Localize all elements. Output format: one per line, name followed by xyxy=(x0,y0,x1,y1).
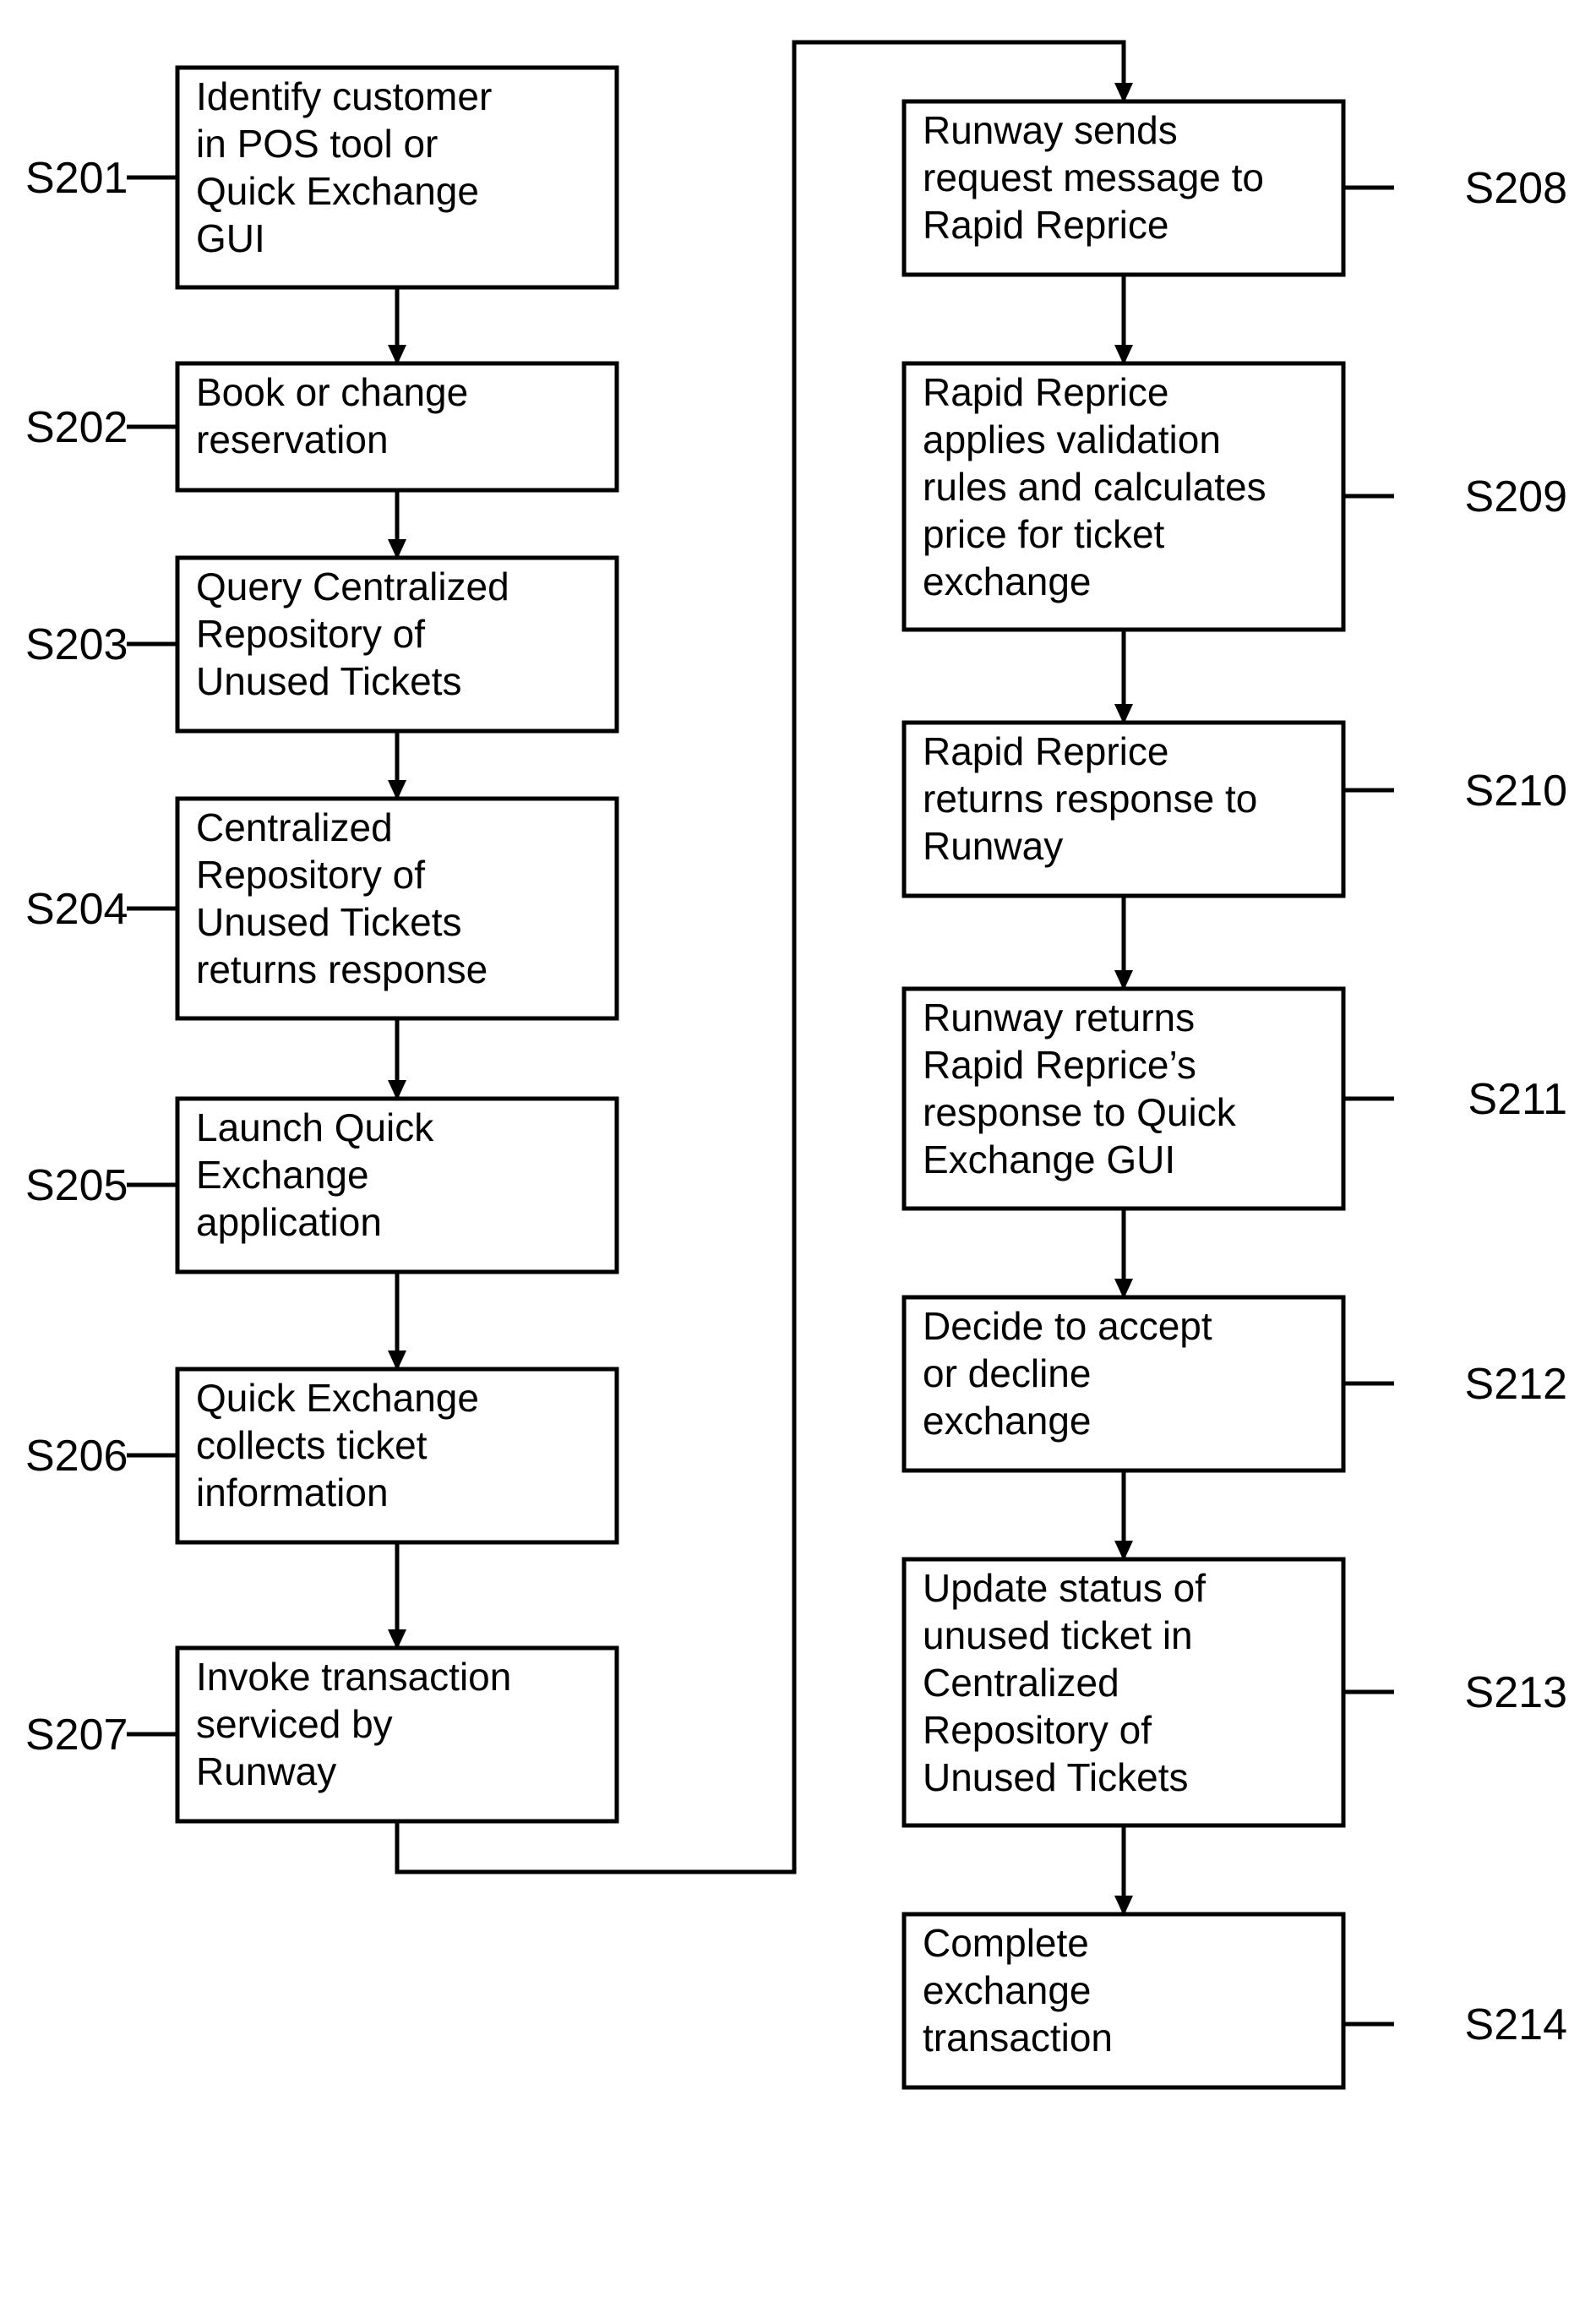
step-S201: Identify customerin POS tool orQuick Exc… xyxy=(25,68,617,287)
step-S205: Launch QuickExchangeapplication S205 xyxy=(25,1099,617,1272)
step-text-line: Unused Tickets xyxy=(923,1755,1188,1799)
step-S213: Update status ofunused ticket inCentrali… xyxy=(904,1559,1567,1825)
step-label: S208 xyxy=(1465,164,1567,213)
step-text-line: Invoke transaction xyxy=(196,1655,511,1699)
flowchart: Identify customerin POS tool orQuick Exc… xyxy=(0,0,1596,2319)
step-S210: Rapid Repricereturns response toRunway S2… xyxy=(904,723,1567,896)
step-S203: Query CentralizedRepository ofUnused Tic… xyxy=(25,558,617,731)
step-text-line: Identify customer xyxy=(196,74,492,118)
step-text-line: Exchange GUI xyxy=(923,1138,1175,1181)
step-text-line: Repository of xyxy=(923,1708,1152,1752)
step-text-line: transaction xyxy=(923,2016,1113,2060)
step-S204: CentralizedRepository ofUnused Ticketsre… xyxy=(25,799,617,1018)
step-text-line: Unused Tickets xyxy=(196,659,461,703)
step-S212: Decide to acceptor declineexchange S212 xyxy=(904,1297,1567,1471)
step-text-line: request message to xyxy=(923,156,1264,199)
step-text-line: Runway returns xyxy=(923,996,1195,1039)
step-label: S214 xyxy=(1465,2000,1567,2049)
step-text-line: Book or change xyxy=(196,370,468,414)
step-text-line: Runway sends xyxy=(923,108,1178,152)
step-S209: Rapid Repriceapplies validationrules and… xyxy=(904,363,1567,630)
step-S214: Completeexchangetransaction S214 xyxy=(904,1914,1567,2087)
step-label: S201 xyxy=(25,154,128,203)
step-text-line: Quick Exchange xyxy=(196,169,479,213)
step-text-line: Rapid Reprice’s xyxy=(923,1043,1196,1087)
step-text-line: applies validation xyxy=(923,417,1221,461)
step-text-line: response to Quick xyxy=(923,1090,1237,1134)
step-text-line: Rapid Reprice xyxy=(923,729,1168,773)
step-S211: Runway returnsRapid Reprice’sresponse to… xyxy=(904,989,1567,1209)
step-S207: Invoke transactionserviced byRunway S207 xyxy=(25,1648,617,1821)
step-text-line: Repository of xyxy=(196,853,425,897)
step-text-line: exchange xyxy=(923,559,1092,603)
step-text-line: Repository of xyxy=(196,612,425,656)
step-label: S206 xyxy=(25,1432,128,1481)
step-text-line: Launch Quick xyxy=(196,1105,434,1149)
step-text-line: rules and calculates xyxy=(923,465,1266,509)
step-text-line: exchange xyxy=(923,1399,1092,1443)
step-text-line: serviced by xyxy=(196,1702,393,1746)
step-label: S207 xyxy=(25,1711,128,1760)
step-label: S205 xyxy=(25,1161,128,1210)
step-text-line: Rapid Reprice xyxy=(923,203,1168,247)
step-text-line: GUI xyxy=(196,216,265,260)
step-text-line: returns response xyxy=(196,947,488,991)
step-text-line: Exchange xyxy=(196,1153,369,1197)
step-label: S202 xyxy=(25,403,128,452)
step-text-line: in POS tool or xyxy=(196,122,438,166)
step-text-line: application xyxy=(196,1200,382,1244)
step-text-line: Unused Tickets xyxy=(196,900,461,944)
step-text-line: information xyxy=(196,1471,389,1514)
step-label: S204 xyxy=(25,885,128,934)
step-text-line: Query Centralized xyxy=(196,565,509,608)
step-label: S203 xyxy=(25,620,128,669)
step-text-line: Centralized xyxy=(923,1661,1119,1705)
step-text-line: Complete xyxy=(923,1921,1089,1965)
step-label: S211 xyxy=(1468,1075,1567,1124)
step-text-line: Update status of xyxy=(923,1566,1206,1610)
step-label: S209 xyxy=(1465,472,1567,521)
step-text-line: collects ticket xyxy=(196,1423,428,1467)
step-text-line: Rapid Reprice xyxy=(923,370,1168,414)
step-text-line: reservation xyxy=(196,417,389,461)
step-text-line: unused ticket in xyxy=(923,1613,1193,1657)
step-text-line: Runway xyxy=(923,824,1063,868)
step-S206: Quick Exchangecollects ticketinformation… xyxy=(25,1369,617,1542)
step-S208: Runway sendsrequest message toRapid Repr… xyxy=(904,101,1567,275)
step-label: S210 xyxy=(1465,767,1567,816)
step-text-line: Quick Exchange xyxy=(196,1376,479,1420)
step-text-line: returns response to xyxy=(923,777,1257,821)
step-text-line: Centralized xyxy=(196,805,393,849)
step-label: S212 xyxy=(1465,1360,1567,1409)
step-text-line: exchange xyxy=(923,1968,1092,2012)
step-text-line: or decline xyxy=(923,1351,1091,1395)
step-text-line: price for ticket xyxy=(923,512,1165,556)
step-text-line: Decide to accept xyxy=(923,1304,1212,1348)
step-S202: Book or changereservation S202 xyxy=(25,363,617,490)
step-label: S213 xyxy=(1465,1668,1567,1717)
step-text-line: Runway xyxy=(196,1749,336,1793)
